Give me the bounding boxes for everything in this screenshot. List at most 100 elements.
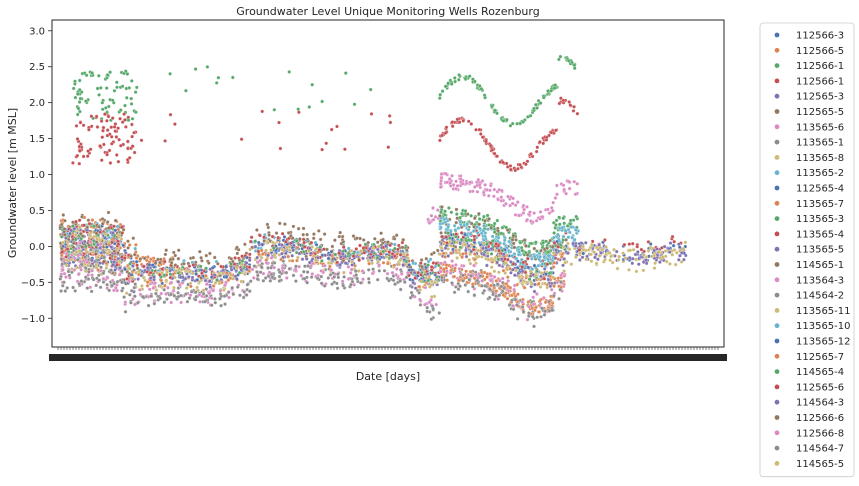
data-point (485, 188, 489, 192)
data-point (92, 234, 97, 239)
data-point (477, 222, 482, 227)
data-point (522, 238, 527, 242)
legend-marker (774, 415, 780, 420)
data-point (118, 143, 123, 148)
data-point (223, 302, 227, 306)
data-point (105, 73, 110, 77)
data-point (139, 138, 144, 143)
data-point (508, 167, 513, 172)
data-point (190, 271, 195, 276)
data-point (230, 75, 235, 80)
data-point (199, 268, 204, 272)
data-point (524, 273, 529, 278)
data-point (522, 207, 527, 212)
data-point (509, 270, 513, 275)
data-point (671, 243, 676, 248)
data-point (615, 266, 620, 271)
data-point (105, 118, 109, 123)
data-point (358, 281, 363, 285)
data-point (179, 300, 183, 305)
data-point (329, 249, 334, 254)
legend-label: 113565-12 (796, 337, 851, 348)
data-point (459, 231, 464, 235)
data-point (454, 232, 459, 237)
data-point (133, 246, 138, 251)
data-point (162, 287, 167, 292)
data-point (512, 245, 517, 250)
data-point (481, 228, 486, 233)
data-point (75, 112, 80, 117)
data-point (117, 272, 122, 277)
data-point (101, 128, 105, 133)
data-point (528, 210, 532, 215)
data-point (251, 276, 256, 280)
data-point (460, 255, 464, 259)
data-point (272, 253, 277, 257)
data-point (76, 272, 81, 277)
data-point (67, 244, 72, 249)
data-point (75, 137, 80, 141)
data-point (450, 259, 454, 263)
data-point (305, 232, 309, 237)
data-point (627, 268, 631, 272)
data-point (525, 253, 530, 257)
data-point (442, 242, 446, 246)
data-point (396, 243, 401, 248)
data-point (235, 277, 239, 281)
data-point (500, 160, 505, 165)
data-point (106, 226, 111, 230)
data-point (326, 256, 331, 261)
data-point (535, 145, 540, 150)
data-point (497, 248, 501, 253)
legend-marker (774, 155, 780, 160)
data-point (349, 282, 353, 287)
data-point (81, 123, 86, 128)
data-point (573, 228, 578, 232)
data-point (529, 282, 534, 287)
data-point (471, 77, 475, 82)
data-point (516, 292, 520, 297)
data-point (437, 311, 442, 315)
data-point (147, 287, 152, 292)
data-point (253, 239, 258, 244)
data-point (120, 280, 124, 285)
data-point (375, 240, 380, 245)
data-point (528, 113, 533, 118)
data-point (566, 179, 571, 184)
data-point (572, 179, 577, 184)
data-point (464, 254, 469, 259)
data-point (307, 246, 312, 251)
data-point (284, 239, 288, 244)
data-point (508, 164, 513, 168)
data-point (361, 256, 365, 261)
legend-label: 114565-5 (796, 459, 844, 470)
data-point (568, 218, 573, 223)
data-point (532, 106, 536, 111)
data-point (145, 283, 150, 288)
data-point (372, 236, 377, 241)
data-point (520, 269, 525, 274)
data-point (110, 98, 115, 103)
data-point (378, 251, 383, 256)
data-point (329, 127, 334, 132)
data-point (117, 137, 121, 142)
data-point (445, 180, 449, 185)
data-point (460, 211, 464, 216)
data-point (129, 102, 134, 106)
data-point (355, 276, 360, 281)
data-point (368, 87, 373, 92)
data-point (520, 265, 525, 269)
data-point (439, 261, 443, 266)
data-point (617, 254, 621, 259)
y-tick-label: 0.0 (29, 242, 45, 253)
data-point (127, 292, 132, 297)
data-point (563, 260, 568, 265)
data-point (279, 257, 283, 262)
data-point (101, 125, 106, 130)
data-point (478, 274, 483, 278)
data-point (226, 290, 231, 294)
data-point (79, 262, 84, 267)
data-point (457, 266, 462, 271)
data-point (592, 250, 597, 255)
data-point (545, 246, 550, 251)
